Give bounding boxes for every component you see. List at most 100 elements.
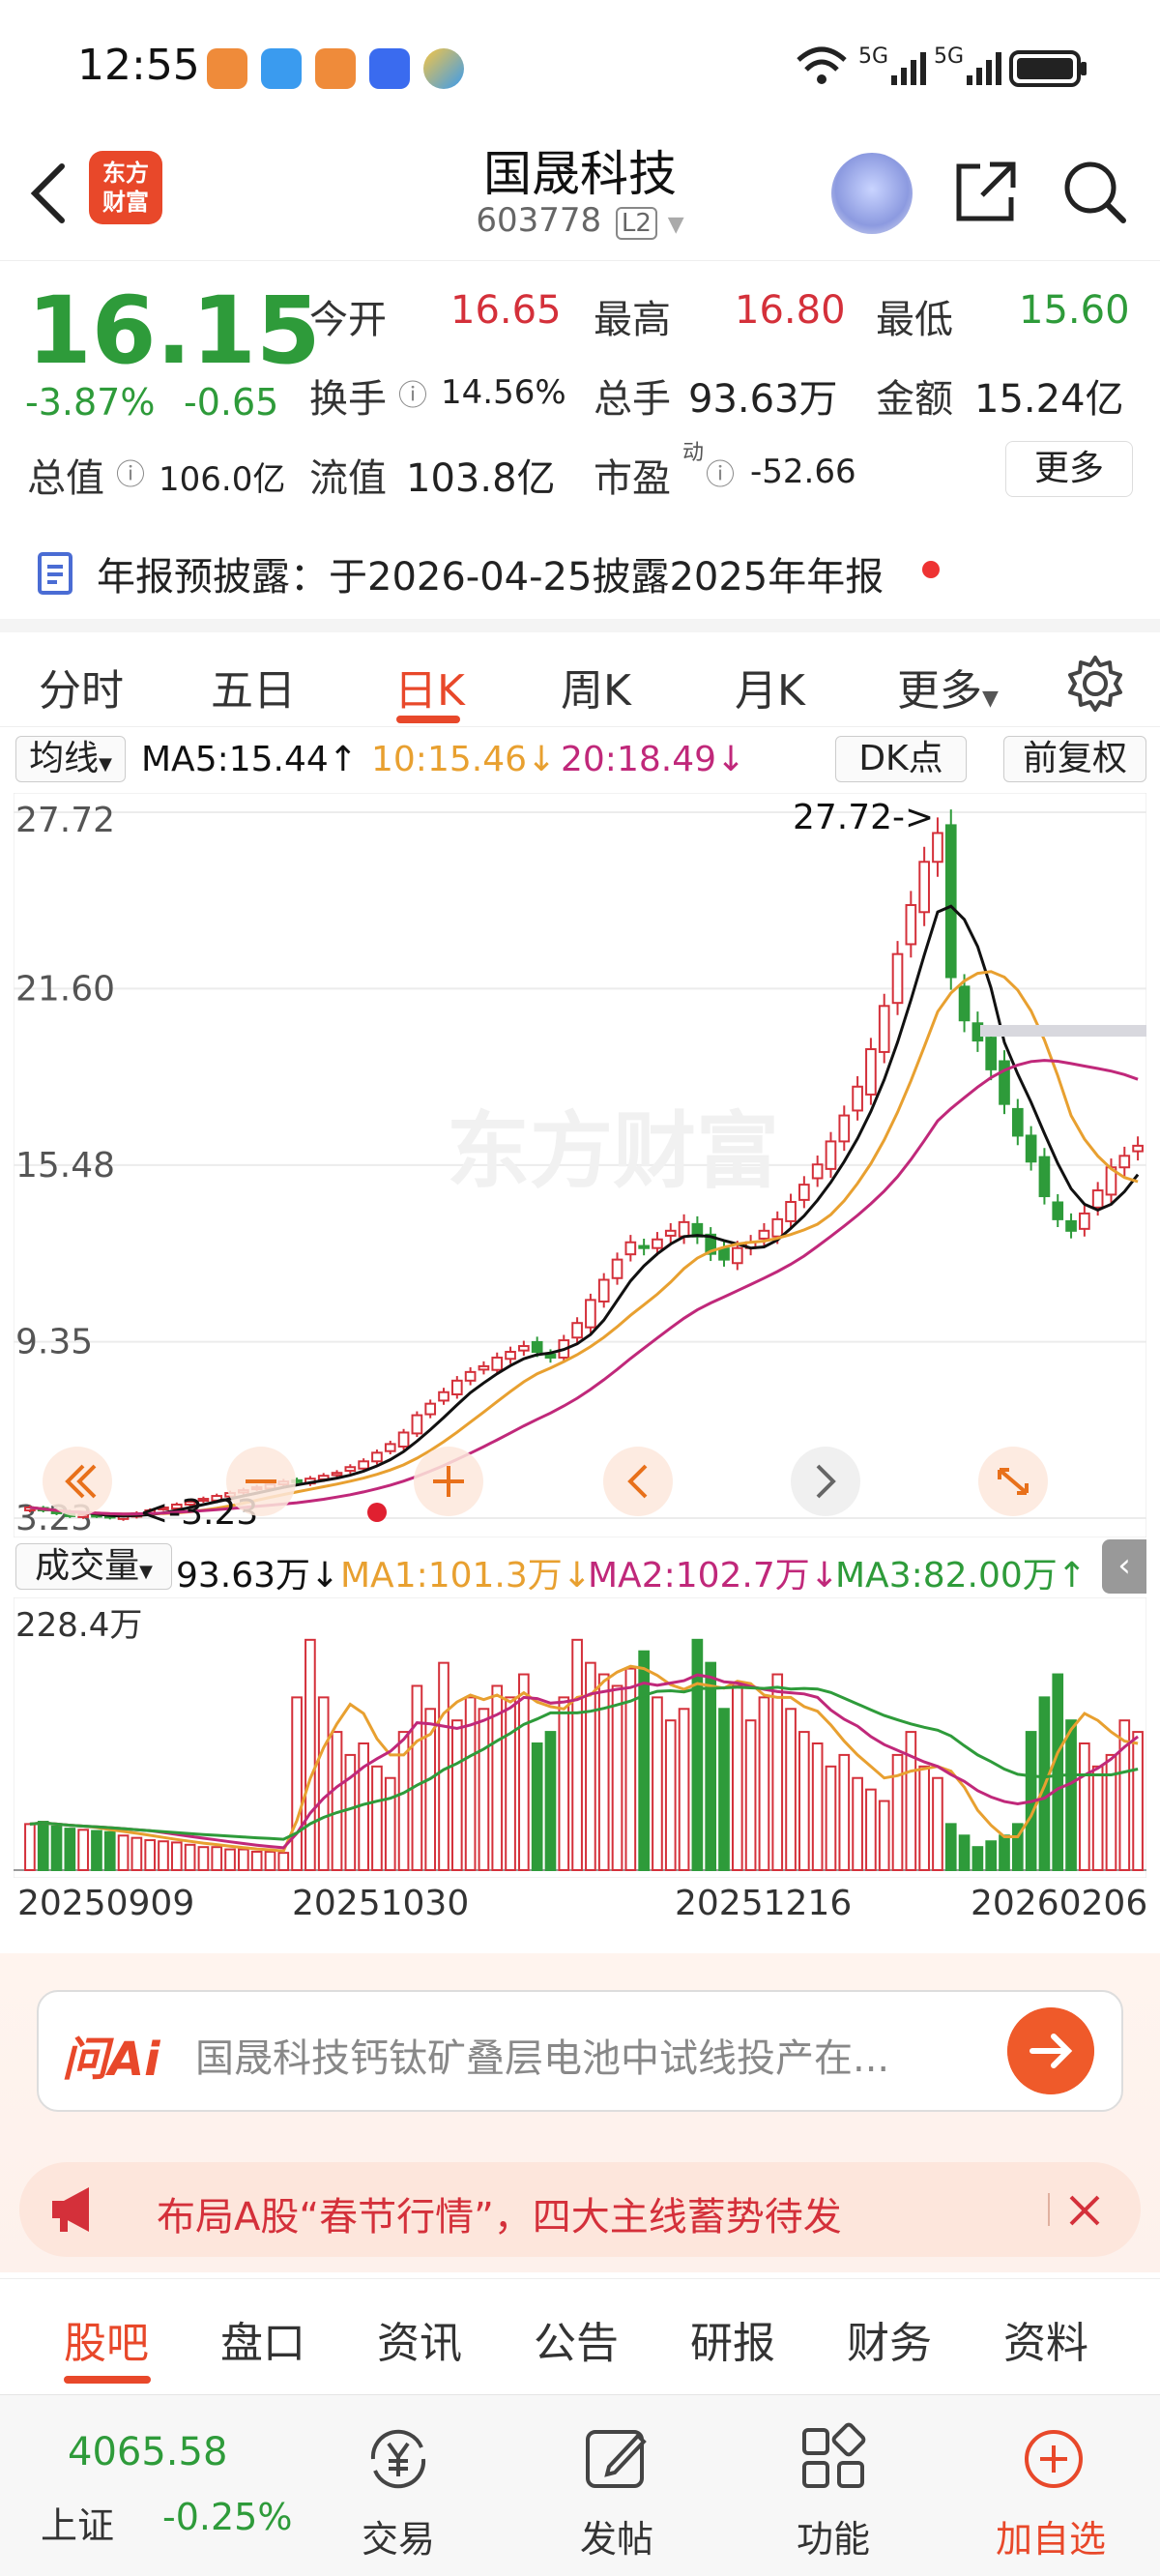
volume-bar — [317, 1696, 330, 1871]
volume-bar — [304, 1638, 316, 1871]
info-icon[interactable]: ⓘ — [706, 458, 735, 492]
volume-bar — [24, 1823, 36, 1871]
volume-label: 总手 — [594, 377, 671, 422]
pe-label: 市盈 — [594, 456, 671, 501]
volume-bar — [891, 1753, 904, 1872]
zoom-out-button[interactable] — [226, 1447, 296, 1516]
annual-report-notice[interactable]: 年报预披露：于2026-04-25披露2025年年报 — [0, 532, 1160, 619]
ma-line — [29, 904, 1140, 1518]
candle-body — [197, 1498, 210, 1503]
trade-label[interactable]: 交易 — [362, 2518, 436, 2561]
eastmoney-logo: 东方 财富 — [89, 151, 162, 224]
volume-indicator-selector[interactable]: 成交量▼ — [15, 1543, 172, 1590]
max-price-label: 27.72-> — [793, 798, 934, 837]
candle-body — [478, 1364, 490, 1371]
candle-body — [597, 1278, 610, 1303]
ask-ai-prompt[interactable]: 国晟科技钙钛矿叠层电池中试线投产在... — [195, 2036, 890, 2081]
candle-body — [638, 1244, 650, 1249]
candle-body — [464, 1370, 477, 1382]
search-icon[interactable] — [1059, 157, 1129, 226]
edit-post-icon[interactable] — [580, 2422, 653, 2496]
functions-label[interactable]: 功能 — [797, 2518, 871, 2561]
volume-bar — [999, 1834, 1010, 1872]
arrow-right-icon[interactable] — [1007, 2007, 1094, 2094]
dk-point-button[interactable]: DK点 — [835, 736, 967, 782]
low-label: 最低 — [876, 298, 953, 342]
chart-period-tabs: 分时 五日 日K 周K 月K 更多▼ — [0, 619, 1160, 727]
yen-exchange-icon[interactable] — [362, 2422, 435, 2496]
candle-body — [571, 1322, 583, 1339]
ask-ai-input[interactable] — [37, 1990, 1123, 2112]
volume-bar — [664, 1719, 677, 1872]
turnover-value: 14.56% — [441, 373, 566, 412]
tab-research[interactable]: 研报 — [690, 2319, 775, 2368]
collapse-panel-icon[interactable]: ‹ — [1102, 1539, 1146, 1594]
ai-assistant-avatar-icon[interactable] — [831, 153, 913, 234]
tab-news[interactable]: 资讯 — [377, 2319, 462, 2368]
volume-bar — [1011, 1823, 1024, 1871]
volume-chart[interactable]: 228.4万 — [14, 1597, 1146, 1878]
tab-order-book[interactable]: 盘口 — [220, 2319, 305, 2368]
scroll-left-button[interactable] — [603, 1447, 673, 1516]
tab-financials[interactable]: 财务 — [847, 2319, 932, 2368]
volume-bar — [77, 1829, 89, 1871]
wifi-icon — [797, 46, 847, 84]
share-icon[interactable] — [951, 157, 1021, 226]
indicator-selector-label: 均线 — [29, 739, 100, 778]
tab-guba[interactable]: 股吧 — [64, 2319, 149, 2368]
candle-body — [505, 1351, 516, 1361]
amount-value: 15.24亿 — [974, 377, 1124, 422]
event-marker[interactable] — [367, 1503, 387, 1522]
volume-bar — [184, 1843, 196, 1872]
volume-bar — [678, 1708, 690, 1871]
scroll-left-fast-button[interactable] — [43, 1447, 112, 1516]
candle-body — [491, 1356, 504, 1371]
tab-intraday[interactable]: 分时 — [39, 666, 124, 716]
tab-profile[interactable]: 资料 — [1003, 2319, 1088, 2368]
candle-body — [624, 1241, 637, 1256]
candle-body — [544, 1353, 557, 1359]
pe-dynamic-sup: 动 — [682, 441, 705, 465]
post-label[interactable]: 发帖 — [580, 2518, 654, 2561]
volume-bar — [1091, 1765, 1104, 1871]
promo-banner[interactable] — [19, 2162, 1141, 2257]
app-notification-icon — [315, 48, 356, 89]
adjust-mode-button[interactable]: 前复权 — [1003, 736, 1146, 782]
zoom-in-button[interactable] — [414, 1447, 483, 1516]
caret-down-icon: ▼ — [139, 1562, 153, 1582]
index-value[interactable]: 4065.58 — [68, 2430, 228, 2474]
volume-bar — [397, 1731, 410, 1871]
add-watchlist-label[interactable]: 加自选 — [996, 2518, 1107, 2561]
tab-weekly-k[interactable]: 周K — [561, 666, 631, 716]
gear-icon[interactable] — [1065, 654, 1125, 714]
promo-text[interactable]: 布局A股“春节行情”，四大主线蓄势待发 — [157, 2195, 842, 2239]
function-grid-icon[interactable] — [797, 2422, 870, 2496]
fullscreen-button[interactable] — [978, 1447, 1048, 1516]
indicator-selector[interactable]: 均线▼ — [15, 736, 126, 782]
more-quote-button[interactable]: 更多 — [1005, 441, 1133, 497]
tab-daily-k[interactable]: 日K — [394, 666, 465, 716]
candle-body — [397, 1431, 410, 1448]
tab-five-day[interactable]: 五日 — [211, 666, 296, 716]
add-circle-icon[interactable] — [1017, 2422, 1090, 2496]
back-arrow-icon[interactable] — [21, 155, 79, 232]
candle-body — [905, 903, 917, 946]
tab-more-periods[interactable]: 更多▼ — [897, 656, 999, 717]
volume-bar — [531, 1742, 543, 1871]
status-time: 12:55 — [77, 41, 200, 90]
stock-code-row[interactable]: 603778 L2 ▼ — [0, 201, 1160, 240]
volume-bar — [478, 1708, 490, 1871]
signal-label-2: 5G — [934, 44, 965, 69]
scroll-right-button[interactable] — [791, 1447, 860, 1516]
open-label: 今开 — [309, 298, 387, 342]
close-icon[interactable] — [1065, 2191, 1104, 2230]
info-icon[interactable]: ⓘ — [398, 379, 427, 413]
index-change[interactable]: -0.25% — [162, 2496, 293, 2538]
index-name[interactable]: 上证 — [41, 2504, 115, 2547]
tab-announcements[interactable]: 公告 — [534, 2319, 619, 2368]
tab-monthly-k[interactable]: 月K — [735, 666, 805, 716]
info-icon[interactable]: ⓘ — [116, 458, 145, 492]
float-cap-label: 流值 — [309, 456, 387, 501]
high-value: 16.80 — [735, 288, 846, 333]
